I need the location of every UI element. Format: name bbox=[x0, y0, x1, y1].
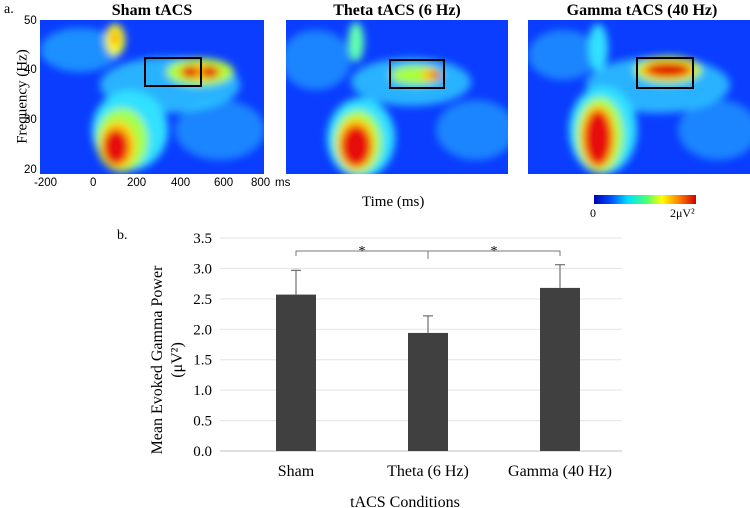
freq-tick-20: 20 bbox=[24, 164, 37, 176]
error-bar bbox=[291, 269, 301, 295]
category-label: Sham bbox=[278, 463, 315, 480]
y-tick-label: 2.5 bbox=[193, 292, 212, 308]
y-axis-title: Mean Evoked Gamma Power bbox=[149, 265, 166, 455]
y-tick-label: 1.5 bbox=[193, 353, 212, 369]
error-bar bbox=[423, 315, 433, 333]
y-tick-label: 0.0 bbox=[193, 444, 212, 460]
time-frequency-map-gamma bbox=[528, 20, 750, 174]
bar-sham bbox=[276, 294, 316, 451]
time-frequency-map-sham bbox=[40, 20, 264, 174]
freq-tick-30: 30 bbox=[24, 114, 37, 126]
time-tick-600: 600 bbox=[214, 177, 234, 189]
y-tick-label: 3.0 bbox=[193, 261, 212, 277]
y-tick-label: 0.5 bbox=[193, 414, 212, 430]
time-tick-400: 400 bbox=[171, 177, 191, 189]
colorbar-max-label: 2μV² bbox=[670, 206, 695, 220]
significance-star-2: * bbox=[491, 244, 498, 259]
time-unit: ms bbox=[275, 177, 291, 189]
y-tick-label: 3.5 bbox=[193, 231, 212, 247]
y-tick-label: 2.0 bbox=[193, 322, 212, 338]
category-label: Theta (6 Hz) bbox=[387, 463, 469, 480]
y-axis-unit: (μV²) bbox=[169, 342, 186, 378]
x-axis-title: tACS Conditions bbox=[350, 494, 460, 508]
panel-a-label: a. bbox=[4, 2, 14, 17]
error-bar bbox=[555, 264, 565, 288]
frequency-axis-title: Frequency (Hz) bbox=[14, 49, 31, 144]
bar-gamma bbox=[540, 287, 580, 451]
freq-tick-40: 40 bbox=[24, 64, 37, 76]
bar-chart: * * 0.0 0.5 1.0 1.5 2.0 2.5 3.0 3.5 Sham Theta (6… bbox=[149, 231, 622, 508]
y-tick-label: 1.0 bbox=[193, 383, 212, 399]
panel-b-label: b. bbox=[117, 228, 128, 243]
map-title-theta: Theta tACS (6 Hz) bbox=[333, 2, 461, 19]
category-label: Gamma (40 Hz) bbox=[508, 463, 612, 480]
significance-bracket bbox=[295, 250, 561, 259]
time-axis-title: Time (ms) bbox=[362, 194, 425, 210]
map-title-gamma: Gamma tACS (40 Hz) bbox=[566, 2, 718, 19]
time-frequency-map-theta bbox=[286, 20, 508, 174]
colorbar-min-label: 0 bbox=[590, 206, 596, 220]
freq-tick-50: 50 bbox=[24, 15, 37, 27]
time-tick--200: -200 bbox=[34, 177, 58, 189]
colorbar bbox=[594, 195, 696, 204]
map-title-sham: Sham tACS bbox=[111, 2, 193, 19]
time-tick-200: 200 bbox=[127, 177, 147, 189]
significance-star-1: * bbox=[359, 244, 366, 259]
bar-theta bbox=[408, 332, 448, 451]
time-tick-0: 0 bbox=[90, 177, 97, 189]
time-tick-800: 800 bbox=[251, 177, 271, 189]
